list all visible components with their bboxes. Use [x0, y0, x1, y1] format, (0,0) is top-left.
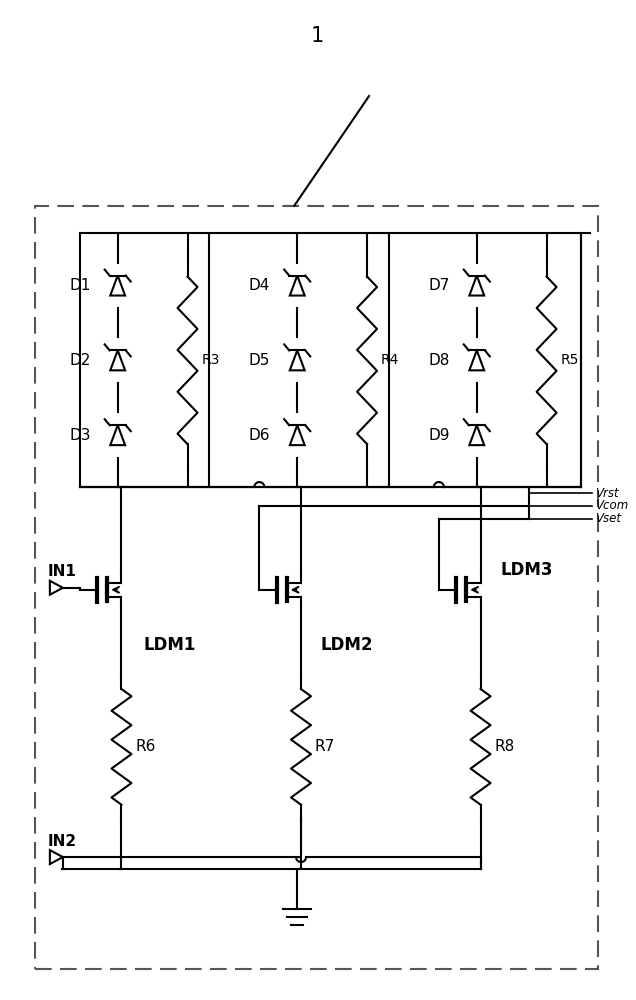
Text: R3: R3: [202, 353, 220, 367]
Text: D8: D8: [428, 353, 450, 368]
Text: IN2: IN2: [48, 834, 77, 849]
Bar: [35, 206, 598, 969]
Text: D7: D7: [428, 278, 450, 293]
Text: D4: D4: [249, 278, 270, 293]
Text: LDM1: LDM1: [143, 636, 196, 654]
Text: Vset: Vset: [595, 512, 621, 525]
Text: D2: D2: [69, 353, 90, 368]
Text: D3: D3: [69, 428, 90, 443]
Text: LDM3: LDM3: [501, 561, 553, 579]
Text: R7: R7: [315, 739, 335, 754]
Text: R8: R8: [495, 739, 515, 754]
Text: D5: D5: [249, 353, 270, 368]
Text: D1: D1: [69, 278, 90, 293]
Text: D6: D6: [249, 428, 270, 443]
Text: 1: 1: [310, 26, 324, 46]
Text: R5: R5: [560, 353, 579, 367]
Text: D9: D9: [428, 428, 450, 443]
Text: Vrst: Vrst: [595, 487, 619, 500]
Text: IN1: IN1: [48, 564, 77, 579]
Text: LDM2: LDM2: [321, 636, 373, 654]
Text: Vcom: Vcom: [595, 499, 629, 512]
Text: R4: R4: [381, 353, 399, 367]
Text: R6: R6: [135, 739, 156, 754]
